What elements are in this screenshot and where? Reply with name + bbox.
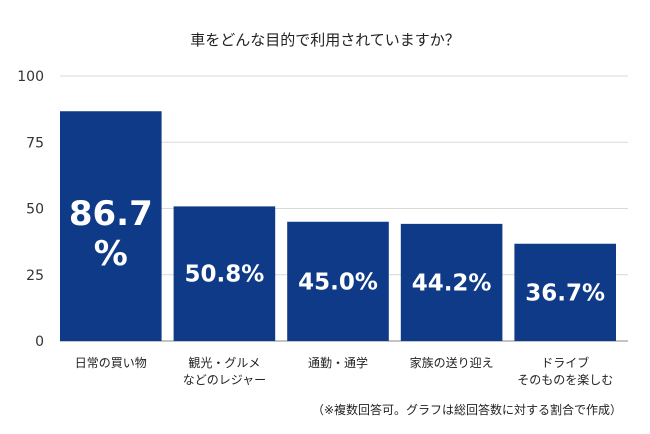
y-axis: 0 25 50 75 100 — [17, 69, 44, 350]
chart-title: 車をどんな目的で利用されていますか？ — [190, 31, 460, 49]
x-axis: 日常の買い物 観光・グルメなどのレジャー 通勤・通学 家族の送り迎え ドライブそのものを… — [75, 355, 613, 387]
x-category-label: 日常の買い物 — [75, 356, 147, 370]
bar — [514, 243, 616, 341]
x-category-label: 観光・グルメなどのレジャー — [183, 356, 266, 387]
x-category-label: ドライブそのものを楽しむ — [517, 355, 613, 387]
bar-value-label: 50.8% — [185, 262, 265, 288]
y-tick-label: 50 — [26, 202, 44, 218]
x-category-label: 通勤・通学 — [308, 355, 368, 370]
bar-value-label: 44.2% — [412, 270, 492, 296]
bars: 86.7 % 50.8% 45.0% 44.2% 36.7% — [60, 111, 616, 342]
bar-value-label: 36.7% — [525, 280, 605, 306]
bar — [173, 206, 276, 341]
bar-value-label: 86.7% — [69, 194, 153, 274]
x-category-label: 家族の送り迎え — [410, 355, 494, 370]
bar — [60, 111, 162, 342]
y-tick-label: 25 — [26, 268, 44, 284]
y-tick-label: 0 — [35, 334, 44, 350]
bar — [287, 221, 389, 341]
y-tick-label: 75 — [26, 135, 44, 151]
y-tick-label: 100 — [17, 69, 44, 85]
bar — [400, 223, 503, 341]
bar-value-label: 45.0% — [298, 269, 378, 295]
footnote: （※複数回答可。グラフは総回答数に対する割合で作成） — [312, 402, 622, 417]
